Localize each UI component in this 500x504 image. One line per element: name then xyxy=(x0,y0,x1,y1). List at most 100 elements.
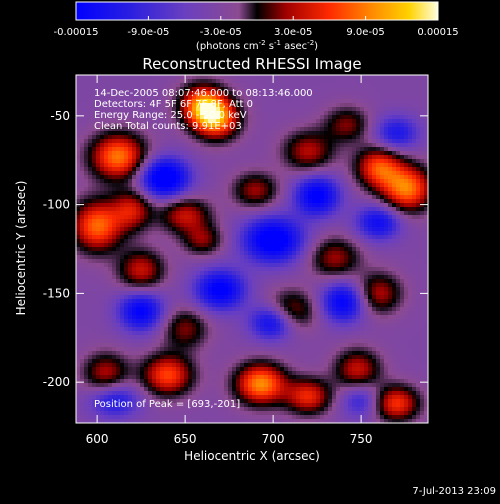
heatmap-cell xyxy=(204,171,209,176)
heatmap-cell xyxy=(396,167,401,172)
heatmap-cell xyxy=(336,123,341,128)
heatmap-cell xyxy=(76,235,81,240)
heatmap-cell xyxy=(360,107,365,112)
heatmap-cell xyxy=(76,219,81,224)
heatmap-cell xyxy=(356,135,361,140)
heatmap-cell xyxy=(400,83,405,88)
heatmap-cell xyxy=(368,295,373,300)
heatmap-cell xyxy=(288,239,293,244)
heatmap-cell xyxy=(196,299,201,304)
heatmap-cell xyxy=(320,155,325,160)
heatmap-cell xyxy=(236,283,241,288)
heatmap-cell xyxy=(236,75,241,80)
heatmap-cell xyxy=(256,183,261,188)
heatmap-cell xyxy=(288,99,293,104)
heatmap-cell xyxy=(236,143,241,148)
heatmap-cell xyxy=(228,135,233,140)
heatmap-cell xyxy=(268,103,273,108)
heatmap-cell xyxy=(324,111,329,116)
heatmap-cell xyxy=(200,147,205,152)
heatmap-cell xyxy=(328,119,333,124)
heatmap-cell xyxy=(360,135,365,140)
heatmap-cell xyxy=(228,147,233,152)
heatmap-cell xyxy=(204,83,209,88)
heatmap-cell xyxy=(308,127,313,132)
heatmap-cell xyxy=(304,167,309,172)
heatmap-cell xyxy=(380,95,385,100)
heatmap-cell xyxy=(268,155,273,160)
heatmap-cell xyxy=(396,131,401,136)
heatmap-cell xyxy=(368,131,373,136)
heatmap-cell xyxy=(224,247,229,252)
heatmap-cell xyxy=(156,275,161,280)
heatmap-cell xyxy=(332,239,337,244)
heatmap-cell xyxy=(176,175,181,180)
heatmap-cell xyxy=(276,251,281,256)
heatmap-cell xyxy=(304,135,309,140)
heatmap-cell xyxy=(312,239,317,244)
heatmap-cell xyxy=(268,299,273,304)
heatmap-cell xyxy=(392,159,397,164)
heatmap-cell xyxy=(244,167,249,172)
heatmap-cell xyxy=(392,239,397,244)
heatmap-cell xyxy=(212,235,217,240)
heatmap-cell xyxy=(136,243,141,248)
heatmap-cell xyxy=(288,139,293,144)
heatmap-cell xyxy=(412,215,417,220)
heatmap-cell xyxy=(216,259,221,264)
heatmap-cell xyxy=(96,135,101,140)
heatmap-cell xyxy=(348,75,353,80)
heatmap-cell xyxy=(92,283,97,288)
heatmap-cell xyxy=(224,171,229,176)
heatmap-cell xyxy=(168,83,173,88)
heatmap-cell xyxy=(292,115,297,120)
heatmap-cell xyxy=(84,151,89,156)
heatmap-cell xyxy=(252,291,257,296)
heatmap-cell xyxy=(92,243,97,248)
heatmap-cell xyxy=(264,207,269,212)
heatmap-cell xyxy=(412,271,417,276)
heatmap-cell xyxy=(232,231,237,236)
heatmap-cell xyxy=(96,203,101,208)
heatmap-cell xyxy=(156,295,161,300)
heatmap-cell xyxy=(164,167,169,172)
heatmap-cell xyxy=(228,287,233,292)
heatmap-cell xyxy=(104,175,109,180)
heatmap-cell xyxy=(396,239,401,244)
heatmap-cell xyxy=(332,195,337,200)
heatmap-cell xyxy=(204,207,209,212)
heatmap-cell xyxy=(224,239,229,244)
heatmap-cell xyxy=(392,191,397,196)
heatmap-cell xyxy=(136,279,141,284)
heatmap-cell xyxy=(120,195,125,200)
heatmap-cell xyxy=(236,235,241,240)
heatmap-cell xyxy=(332,275,337,280)
heatmap-cell xyxy=(320,99,325,104)
heatmap-cell xyxy=(356,183,361,188)
heatmap-cell xyxy=(240,163,245,168)
heatmap-cell xyxy=(380,227,385,232)
heatmap-cell xyxy=(152,147,157,152)
heatmap-cell xyxy=(120,159,125,164)
heatmap-cell xyxy=(412,135,417,140)
heatmap-cell xyxy=(316,223,321,228)
heatmap-cell xyxy=(216,219,221,224)
heatmap-cell xyxy=(384,227,389,232)
heatmap-cell xyxy=(316,163,321,168)
heatmap-cell xyxy=(376,79,381,84)
heatmap-cell xyxy=(136,155,141,160)
heatmap-cell xyxy=(76,271,81,276)
heatmap-cell xyxy=(336,271,341,276)
heatmap-cell xyxy=(356,259,361,264)
heatmap-cell xyxy=(188,259,193,264)
heatmap-cell xyxy=(96,275,101,280)
heatmap-cell xyxy=(416,191,421,196)
heatmap-cell xyxy=(248,207,253,212)
heatmap-cell xyxy=(80,295,85,300)
heatmap-cell xyxy=(100,235,105,240)
heatmap-cell xyxy=(188,147,193,152)
heatmap-cell xyxy=(376,267,381,272)
heatmap-cell xyxy=(344,187,349,192)
heatmap-cell xyxy=(152,167,157,172)
heatmap-cell xyxy=(84,243,89,248)
